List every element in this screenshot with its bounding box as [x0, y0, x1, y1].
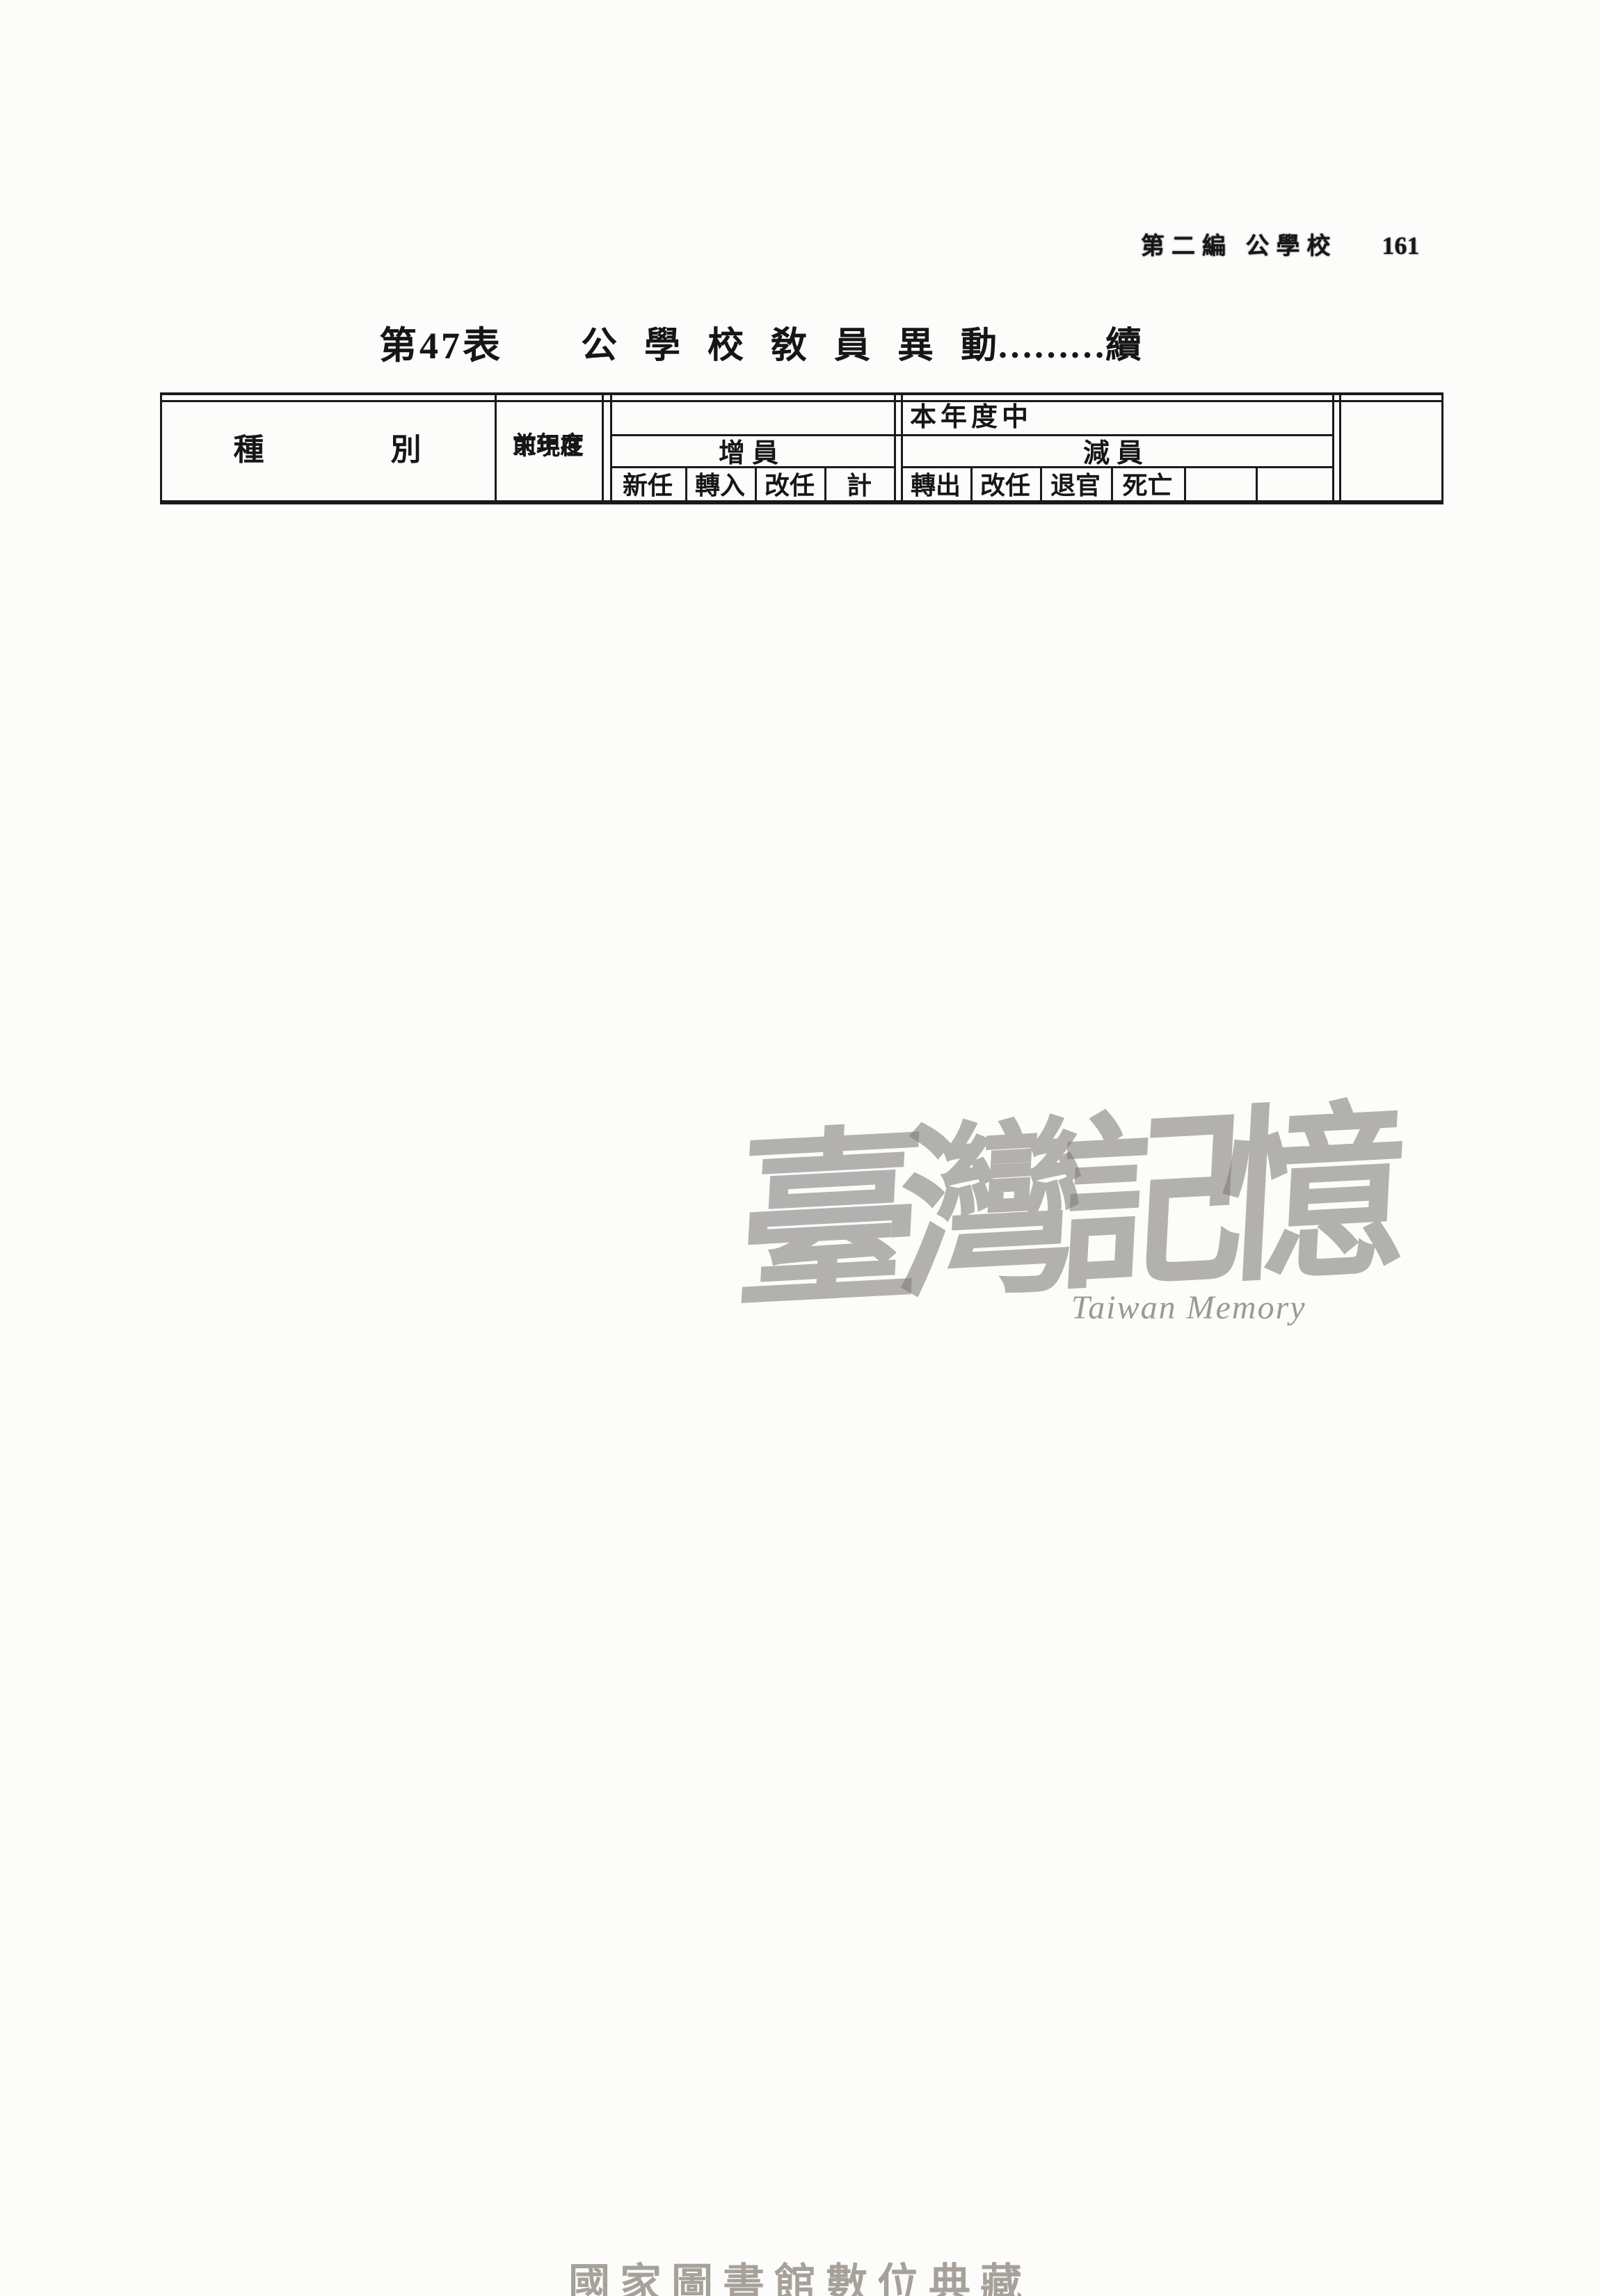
column-header-prev-year-end: 前年度末現在 [495, 392, 602, 500]
column-header-prev-year-end-text: 前年度末現在 [513, 433, 584, 460]
table-rule [894, 392, 896, 504]
table-rule [610, 434, 1332, 436]
column-header-decrease-1: 改任 [979, 472, 1030, 500]
column-header-decrease-0: 轉出 [910, 472, 961, 500]
table-rule [901, 466, 1332, 468]
table-rule [610, 392, 612, 504]
table-title: 第47表 公 學 校 敎 員 異 動………續 [379, 314, 1353, 367]
table-rule [160, 392, 162, 504]
table-rule [901, 392, 903, 504]
column-header-increase-3: 計 [846, 472, 872, 500]
column-header-this-year: 本年度中 [909, 402, 1032, 432]
column-header-decrease-4 [1184, 465, 1256, 502]
table-rule [160, 400, 1443, 402]
table-rule [1184, 466, 1186, 504]
running-head: 第二編 公學校 161 [1141, 227, 1461, 261]
table-rule [1256, 466, 1258, 504]
table-rule [685, 466, 687, 504]
data-table: 種 別前年度末現在 本年度中 增員 減員 新任 轉入 改任計轉出 改任 退官 死亡 [160, 390, 1443, 2178]
table-rule [160, 392, 1443, 395]
column-header-decrease-3: 死亡 [1122, 472, 1173, 500]
table-rule [1332, 392, 1334, 504]
column-header-increase-0: 新任 [622, 472, 673, 500]
column-header-category: 種 別 [233, 432, 454, 467]
library-footer-mark: 國家圖書館數位典藏 [568, 2261, 1032, 2296]
table-rule [160, 500, 1443, 504]
table-title-text: 公 學 校 敎 員 異 動………續 [581, 326, 1142, 366]
chapter-label: 第二編 公學校 [1141, 234, 1338, 260]
table-rule [602, 392, 604, 504]
column-header-increase: 增員 [718, 438, 785, 468]
table-rule [1040, 466, 1042, 504]
table-rule [1111, 466, 1113, 504]
column-header-increase-2: 改任 [764, 472, 815, 500]
table-rule [1441, 392, 1443, 504]
table-rule [495, 392, 497, 504]
table-rule [970, 466, 973, 504]
column-header-increase-1: 轉入 [694, 472, 745, 500]
table-number: 第47表 [379, 325, 503, 367]
table-rule [755, 466, 757, 504]
column-header-decrease-2: 退官 [1050, 472, 1101, 500]
column-header-decrease: 減員 [1082, 438, 1150, 468]
table-rule [1339, 392, 1341, 504]
page-number: 161 [1382, 232, 1420, 260]
table-rule [824, 466, 826, 504]
table-rule [610, 466, 894, 468]
